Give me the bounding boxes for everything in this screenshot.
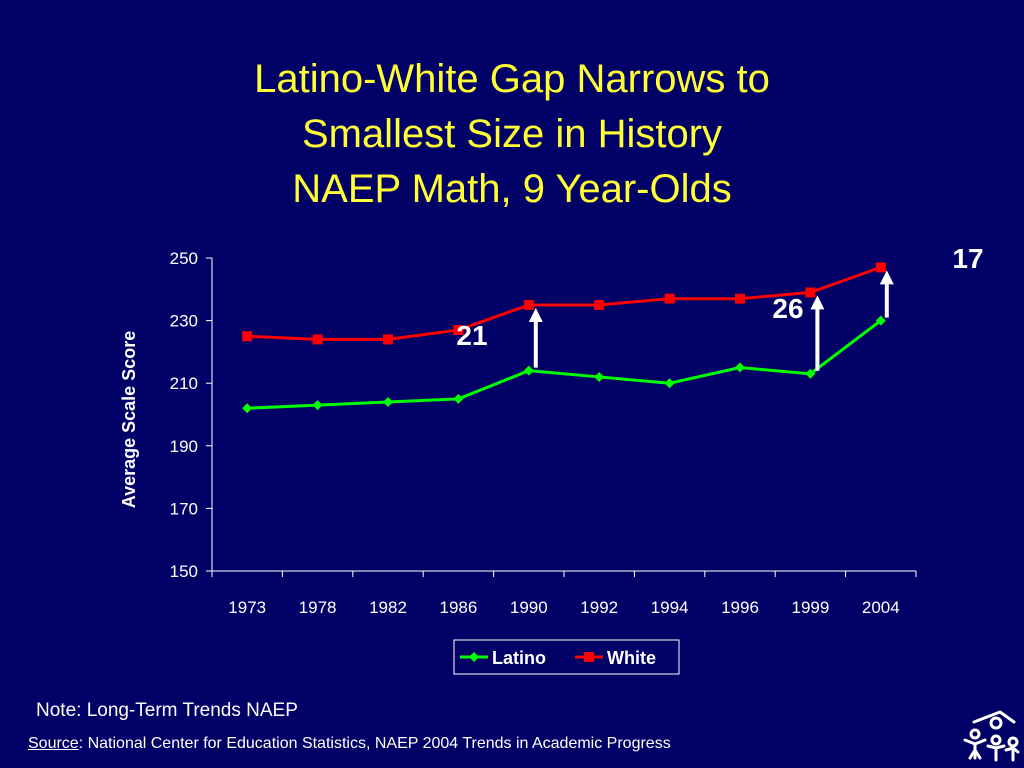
white-point — [875, 262, 886, 273]
legend: Latino White — [453, 639, 680, 675]
white-point — [735, 293, 745, 304]
white-point — [805, 287, 816, 298]
white-legend-label: White — [607, 648, 656, 668]
latino-point — [664, 378, 675, 389]
title-line-1: Latino-White Gap Narrows to — [254, 57, 770, 101]
legend-box — [453, 639, 680, 675]
y-tick-label: 210 — [170, 374, 198, 393]
title-line-2: Smallest Size in History — [301, 112, 723, 156]
latino-point — [875, 315, 886, 326]
title-line-3: NAEP Math, 9 Year-Olds — [292, 167, 732, 211]
white-point — [594, 299, 605, 310]
latino-point — [242, 403, 253, 414]
source-label: Source — [28, 735, 79, 752]
gap-arrow-head — [528, 307, 543, 322]
latino-point — [523, 365, 534, 376]
latino-point — [805, 368, 816, 379]
y-tick-label: 170 — [170, 499, 198, 518]
x-tick-label: 1992 — [580, 598, 618, 617]
y-tick-label: 150 — [170, 562, 198, 581]
y-tick-label: 190 — [170, 437, 198, 456]
white-legend-marker — [584, 652, 594, 662]
note-text: Note: Long-Term Trends NAEP — [36, 700, 298, 721]
slide-title: Latino-White Gap Narrows to Smallest Siz… — [0, 52, 1024, 217]
white-point — [242, 331, 253, 342]
x-tick-label: 1999 — [791, 598, 829, 617]
white-series-line — [247, 265, 882, 341]
gap-label: 21 — [456, 320, 487, 351]
white-point — [383, 334, 393, 345]
x-tick-label: 1990 — [510, 598, 548, 617]
white-point — [453, 324, 464, 335]
latino-point — [594, 371, 605, 382]
gap-arrow-head — [810, 295, 825, 310]
x-tick-label: 1994 — [651, 598, 689, 617]
latino-point — [453, 393, 464, 404]
gap-arrow-head — [879, 270, 894, 285]
y-axis-label: Average Scale Score — [119, 331, 139, 508]
white-point — [312, 334, 323, 345]
x-tick-label: 1978 — [299, 598, 337, 617]
x-tick-label: 1973 — [228, 598, 266, 617]
source-line: Source: National Center for Education St… — [28, 735, 671, 753]
latino-series-line — [247, 319, 882, 410]
gap-label: 17 — [952, 243, 983, 274]
y-tick-label: 230 — [170, 312, 198, 331]
latino-legend-label: Latino — [492, 648, 546, 668]
white-point — [664, 293, 675, 304]
latino-point — [312, 400, 323, 411]
white-point — [523, 299, 534, 310]
x-tick-label: 2004 — [862, 598, 900, 617]
x-tick-label: 1986 — [439, 598, 477, 617]
latino-point — [383, 396, 393, 407]
x-tick-label: 1982 — [369, 598, 407, 617]
school-children-icon — [963, 710, 1020, 762]
latino-point — [735, 362, 745, 373]
source-text: : National Center for Education Statisti… — [78, 735, 671, 752]
x-tick-label: 1996 — [721, 598, 759, 617]
gap-label: 26 — [772, 293, 803, 324]
latino-legend-marker — [469, 652, 479, 662]
y-tick-label: 250 — [170, 249, 198, 268]
